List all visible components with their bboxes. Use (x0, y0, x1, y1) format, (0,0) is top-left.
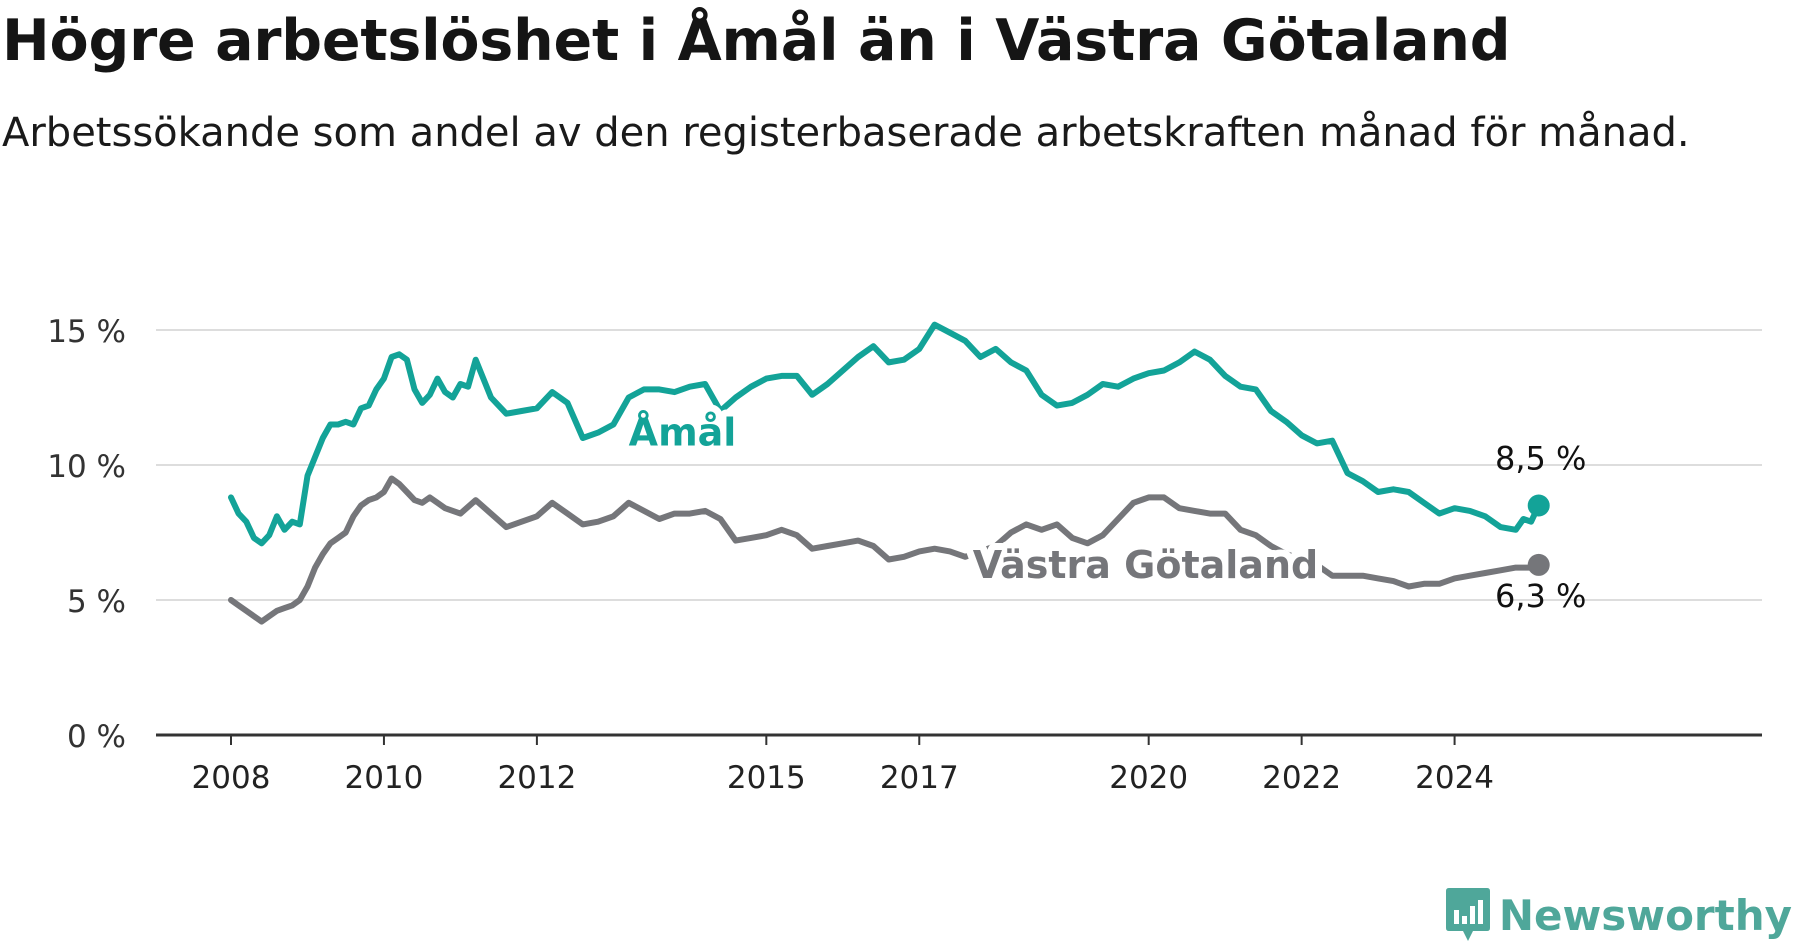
endpoint-amal (1527, 494, 1550, 517)
x-tick-label: 2022 (1262, 760, 1341, 796)
x-tick-label: 2020 (1109, 760, 1188, 796)
x-tick-label: 2024 (1415, 760, 1494, 796)
y-tick-label: 0 % (67, 719, 126, 755)
series-line-vastra-gotaland (228, 475, 1542, 625)
y-tick-label: 15 % (47, 314, 126, 350)
brand-logo: Newsworthy (1445, 886, 1792, 944)
end-label-amal: 8,5 % (1495, 440, 1586, 478)
newsworthy-logo-icon (1445, 888, 1490, 941)
series-line-amal (228, 321, 1542, 547)
end-label-vastra-gotaland: 6,3 % (1495, 577, 1586, 615)
x-tick-label: 2012 (497, 760, 576, 796)
brand-name: Newsworthy (1498, 890, 1792, 940)
series-label-vastra-gotaland: Västra Götaland (973, 543, 1318, 587)
series-label-amal: Åmål (629, 411, 737, 455)
x-tick-label: 2017 (880, 760, 959, 796)
y-tick-label: 5 % (67, 584, 126, 620)
x-tick-label: 2015 (727, 760, 806, 796)
endpoint-vastra-gotaland (1527, 553, 1550, 576)
x-tick-label: 2010 (344, 760, 423, 796)
x-tick-label: 2008 (192, 760, 271, 796)
chart-title: Högre arbetslöshet i Åmål än i Västra Gö… (2, 8, 1511, 74)
y-tick-label: 10 % (47, 449, 126, 485)
chart-subtitle: Arbetssökande som andel av den registerb… (2, 110, 1690, 156)
